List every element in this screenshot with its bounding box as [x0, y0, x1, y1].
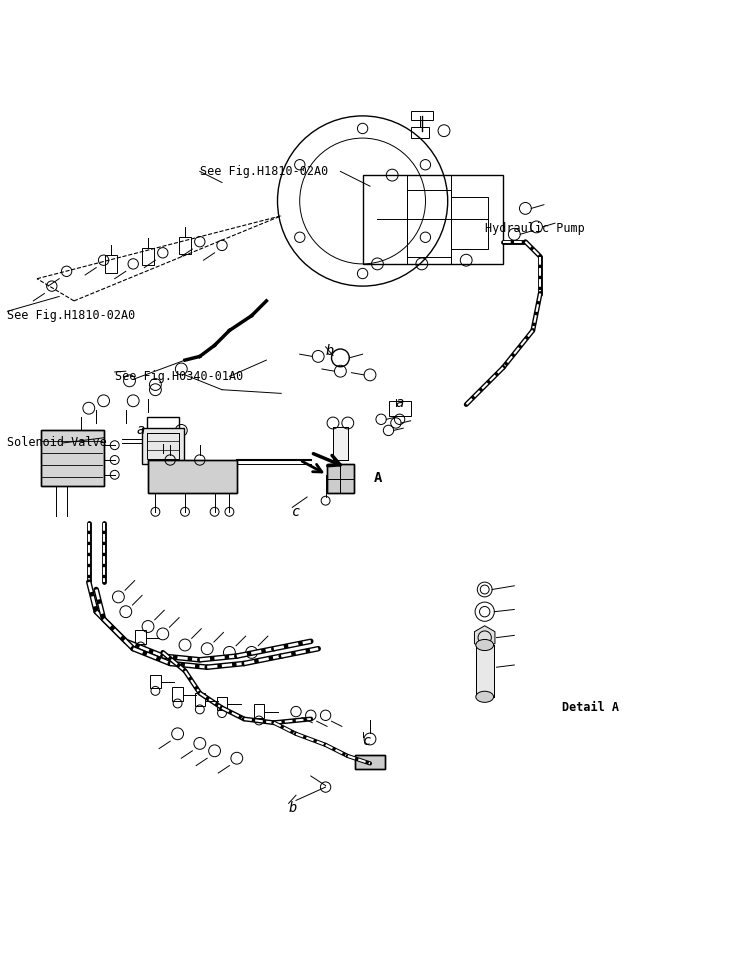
Text: A: A: [374, 472, 382, 485]
Bar: [148, 460, 237, 493]
Bar: [327, 464, 354, 493]
Text: Solenoid Valve: Solenoid Valve: [7, 436, 107, 450]
Text: See Fig.H1810-02A0: See Fig.H1810-02A0: [7, 309, 135, 323]
Text: c: c: [363, 734, 371, 748]
Bar: [388, 401, 411, 415]
Bar: [147, 417, 179, 444]
Bar: [476, 645, 494, 697]
Bar: [363, 175, 503, 264]
Polygon shape: [474, 626, 495, 650]
Bar: [105, 255, 117, 273]
Text: a: a: [396, 396, 404, 410]
Text: b: b: [289, 801, 297, 814]
Text: See Fig.H0340-01A0: See Fig.H0340-01A0: [115, 369, 243, 383]
Ellipse shape: [476, 639, 494, 651]
Bar: [327, 464, 354, 493]
Bar: [142, 428, 184, 464]
Bar: [217, 697, 227, 710]
Bar: [333, 427, 348, 460]
Bar: [142, 248, 154, 265]
Text: a: a: [137, 423, 145, 437]
Bar: [476, 645, 494, 697]
Bar: [179, 236, 191, 255]
Bar: [355, 755, 385, 768]
Text: c: c: [292, 504, 300, 519]
Bar: [254, 704, 264, 718]
Ellipse shape: [476, 691, 494, 702]
Bar: [195, 693, 205, 706]
Bar: [451, 197, 488, 249]
Text: Hydraulic Pump: Hydraulic Pump: [485, 222, 585, 234]
Bar: [41, 431, 104, 486]
Bar: [172, 687, 183, 701]
Bar: [411, 111, 433, 120]
Bar: [411, 127, 429, 138]
Bar: [135, 631, 146, 643]
Bar: [407, 189, 451, 256]
Bar: [150, 675, 161, 688]
Bar: [41, 431, 104, 486]
Text: Detail A: Detail A: [562, 701, 619, 714]
Bar: [148, 460, 237, 493]
Text: b: b: [326, 345, 334, 358]
Text: See Fig.H1810-02A0: See Fig.H1810-02A0: [200, 165, 328, 178]
Bar: [333, 427, 348, 460]
Bar: [147, 433, 179, 459]
Bar: [355, 755, 385, 768]
